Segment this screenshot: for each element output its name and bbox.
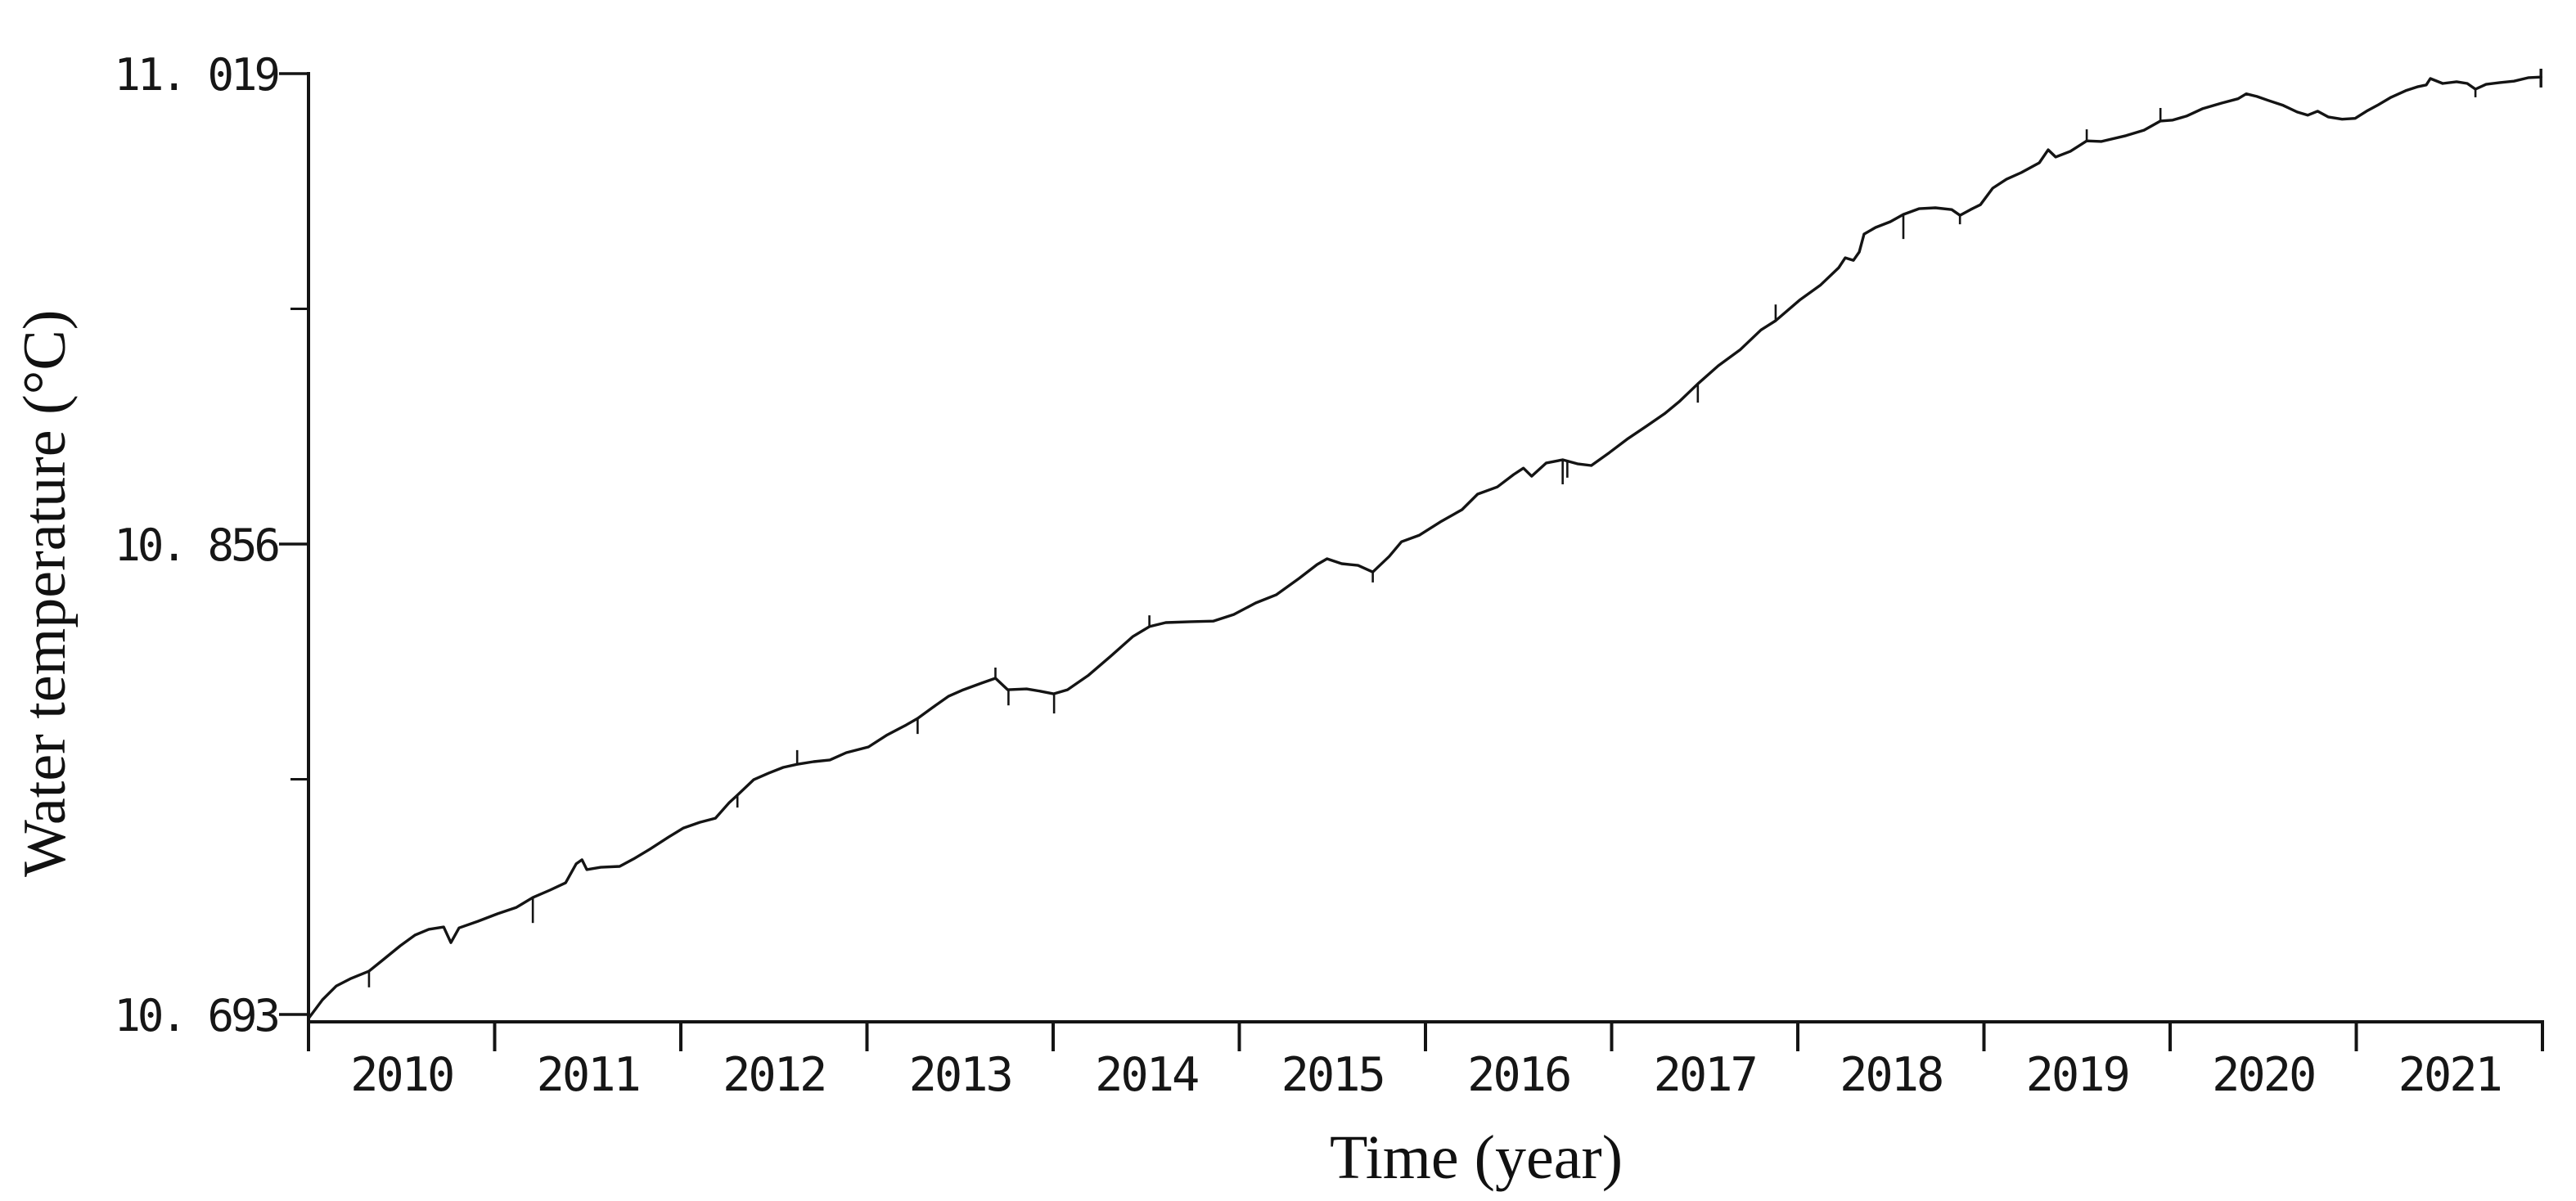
- x-tick-label: 2015: [1281, 1048, 1384, 1102]
- x-tick-label: 2013: [909, 1048, 1011, 1102]
- x-tick-label: 2019: [2026, 1048, 2128, 1102]
- x-tick-label: 2014: [1095, 1048, 1198, 1102]
- y-tick-label: 10. 856: [114, 520, 277, 571]
- y-tick-label: 11. 019: [114, 49, 277, 101]
- x-tick-label: 2018: [1840, 1048, 1942, 1102]
- x-tick-label: 2012: [723, 1048, 825, 1102]
- y-axis-title: Water temperature (°C): [11, 309, 79, 877]
- y-tick-label: 10. 693: [114, 990, 277, 1041]
- x-tick-label: 2011: [537, 1048, 639, 1102]
- x-axis-title: Time (year): [1329, 1123, 1624, 1192]
- x-tick-label: 2020: [2212, 1048, 2314, 1102]
- temperature-curve: [307, 75, 2542, 1020]
- x-tick-label: 2010: [350, 1048, 453, 1102]
- x-tick-label: 2021: [2398, 1048, 2501, 1102]
- x-tick-label: 2017: [1654, 1048, 1756, 1102]
- x-tick-label: 2016: [1467, 1048, 1569, 1102]
